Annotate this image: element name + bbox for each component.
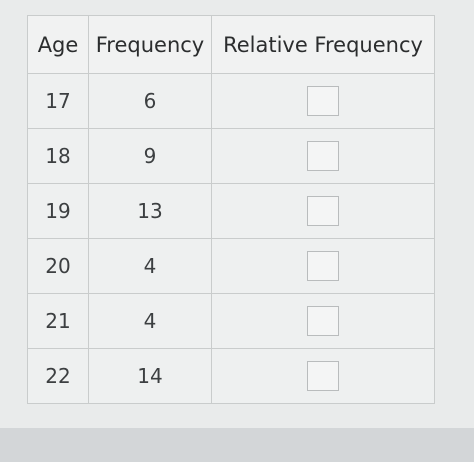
relative-frequency-cell xyxy=(211,73,435,129)
table-row: 18 9 xyxy=(27,128,435,184)
table-container: Age Frequency Relative Frequency 17 6 18 9 19 1… xyxy=(27,15,435,404)
column-header: Frequency xyxy=(88,15,212,74)
relative-frequency-cell xyxy=(211,238,435,294)
answer-input[interactable] xyxy=(307,306,339,336)
frequency-cell: 14 xyxy=(88,348,212,404)
age-cell: 20 xyxy=(27,238,89,294)
frequency-cell: 4 xyxy=(88,293,212,349)
age-cell: 21 xyxy=(27,293,89,349)
answer-input[interactable] xyxy=(307,141,339,171)
age-cell: 17 xyxy=(27,73,89,129)
answer-input[interactable] xyxy=(307,86,339,116)
frequency-cell: 13 xyxy=(88,183,212,239)
table-row: 21 4 xyxy=(27,293,435,349)
table-row: 17 6 xyxy=(27,73,435,129)
table-row: 20 4 xyxy=(27,238,435,294)
frequency-table: Age Frequency Relative Frequency 17 6 18 9 19 1… xyxy=(27,15,435,404)
relative-frequency-cell xyxy=(211,128,435,184)
frequency-cell: 6 xyxy=(88,73,212,129)
table-row: 19 13 xyxy=(27,183,435,239)
answer-input[interactable] xyxy=(307,196,339,226)
relative-frequency-cell xyxy=(211,183,435,239)
column-header: Age xyxy=(27,15,89,74)
table-row: 22 14 xyxy=(27,348,435,404)
answer-input[interactable] xyxy=(307,361,339,391)
age-cell: 22 xyxy=(27,348,89,404)
age-cell: 18 xyxy=(27,128,89,184)
frequency-cell: 4 xyxy=(88,238,212,294)
table-body: 17 6 18 9 19 13 20 4 21 4 22 14 xyxy=(27,73,435,404)
header-row: Age Frequency Relative Frequency xyxy=(27,15,435,74)
frequency-cell: 9 xyxy=(88,128,212,184)
age-cell: 19 xyxy=(27,183,89,239)
taskbar xyxy=(0,428,474,462)
relative-frequency-cell xyxy=(211,348,435,404)
column-header: Relative Frequency xyxy=(211,15,435,74)
answer-input[interactable] xyxy=(307,251,339,281)
relative-frequency-cell xyxy=(211,293,435,349)
